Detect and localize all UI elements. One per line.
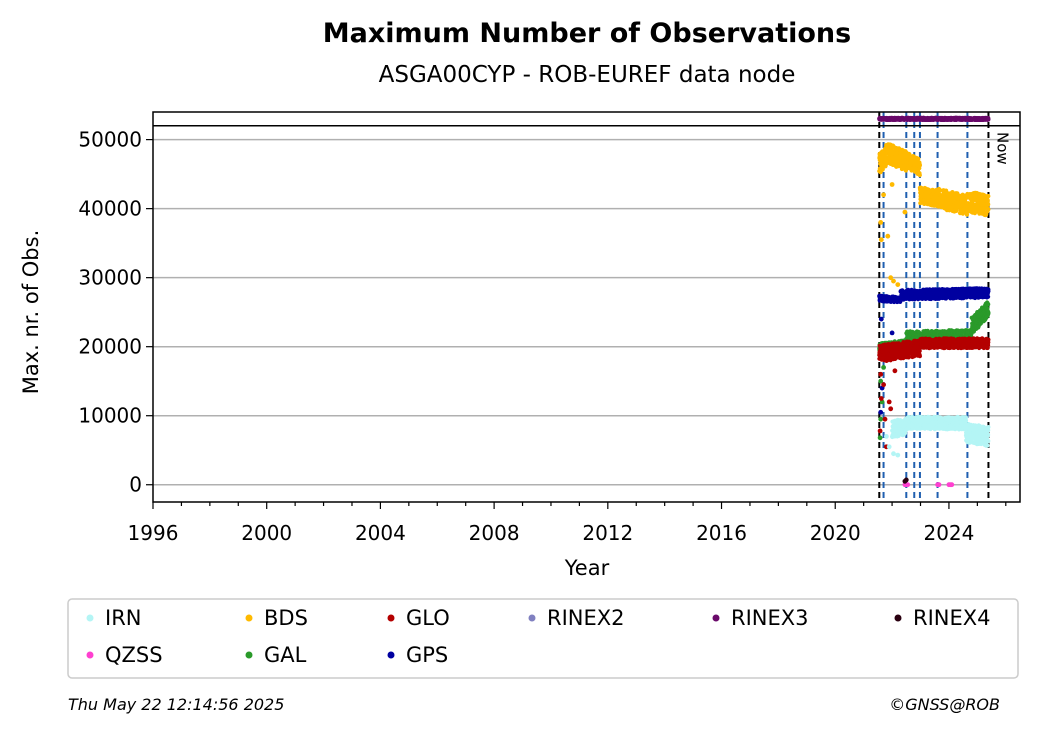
point <box>986 117 991 122</box>
point <box>895 282 901 287</box>
series-gps <box>877 286 991 415</box>
series-rinex3 <box>877 115 991 122</box>
point <box>916 156 921 161</box>
point <box>878 371 884 377</box>
point <box>889 182 895 187</box>
point <box>954 208 959 213</box>
point <box>882 416 888 422</box>
point <box>878 220 884 225</box>
point <box>886 399 892 405</box>
point <box>891 278 896 284</box>
point <box>917 163 923 168</box>
point <box>902 209 908 215</box>
point <box>881 365 886 370</box>
point <box>986 294 991 299</box>
point <box>878 409 884 415</box>
point <box>885 233 891 239</box>
point <box>888 275 894 281</box>
point <box>881 192 886 198</box>
point <box>986 207 991 212</box>
point <box>986 194 991 199</box>
point <box>877 435 883 441</box>
point <box>986 310 991 315</box>
point <box>878 237 884 243</box>
point <box>964 212 970 217</box>
point <box>888 406 894 412</box>
point <box>892 368 898 374</box>
point <box>986 202 991 207</box>
point <box>985 198 990 203</box>
point <box>986 337 991 342</box>
point <box>986 289 991 294</box>
chart-subtitle: ASGA00CYP - ROB-EUREF data node <box>379 62 796 88</box>
point <box>877 428 883 434</box>
point <box>917 354 923 359</box>
point <box>963 418 969 423</box>
point <box>878 416 884 422</box>
point <box>889 330 895 336</box>
chart-title: Maximum Number of Observations <box>323 18 851 49</box>
point <box>986 302 991 307</box>
point <box>878 396 884 401</box>
plot-points <box>877 115 991 488</box>
point <box>881 382 886 388</box>
series-bds <box>877 142 991 287</box>
grid-lines <box>153 138 1020 486</box>
point <box>878 316 884 322</box>
point <box>917 173 922 178</box>
